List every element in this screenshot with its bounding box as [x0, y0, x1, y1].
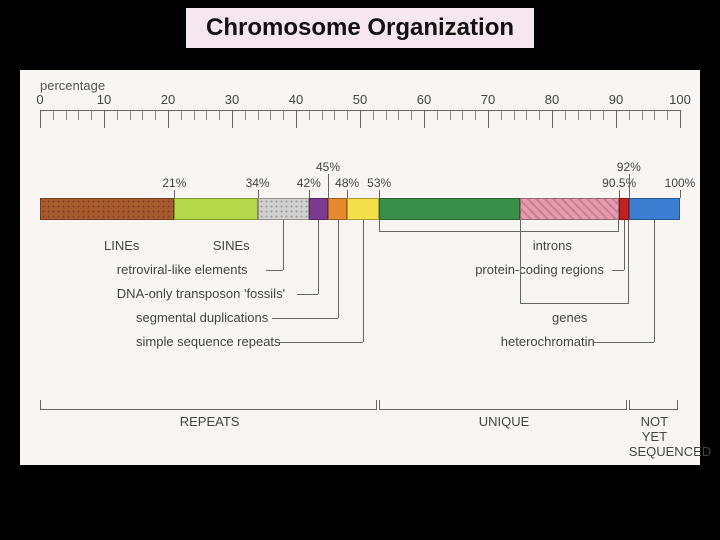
segment-protein-coding-regions — [619, 198, 629, 220]
major-tick — [360, 110, 361, 128]
tick-label: 100 — [669, 92, 691, 107]
major-tick — [680, 110, 681, 128]
pct-label: 48% — [335, 176, 359, 190]
tick-label: 30 — [225, 92, 239, 107]
major-tick — [168, 110, 169, 128]
anno-retroviral-like-elements: retroviral-like elements — [117, 262, 248, 277]
pct-label: 90.5% — [602, 176, 636, 190]
major-tick — [104, 110, 105, 128]
anno-lines: LINEs — [104, 238, 139, 253]
pct-label: 100% — [665, 176, 696, 190]
anno-segmental-duplications: segmental duplications — [136, 310, 268, 325]
page-title: Chromosome Organization — [186, 8, 534, 48]
anno-dna-only-transposon-fossils-: DNA-only transposon 'fossils' — [117, 286, 285, 301]
anno-sines: SINEs — [213, 238, 250, 253]
major-tick — [40, 110, 41, 128]
group-not-yet-sequenced: NOT YET SEQUENCED — [629, 414, 680, 459]
pct-label: 45% — [316, 160, 340, 174]
major-tick — [424, 110, 425, 128]
group-unique: UNIQUE — [379, 414, 629, 429]
pct-label: 53% — [367, 176, 391, 190]
pct-label: 42% — [297, 176, 321, 190]
tick-label: 80 — [545, 92, 559, 107]
segment-genes — [520, 198, 619, 220]
anno-heterochromatin: heterochromatin — [501, 334, 595, 349]
pct-label: 21% — [162, 176, 186, 190]
tick-label: 50 — [353, 92, 367, 107]
major-tick — [488, 110, 489, 128]
anno-simple-sequence-repeats: simple sequence repeats — [136, 334, 281, 349]
tick-label: 10 — [97, 92, 111, 107]
segment-lines — [40, 198, 174, 220]
major-tick — [616, 110, 617, 128]
segment-heterochromatin — [629, 198, 680, 220]
segment-segmental-duplications — [328, 198, 347, 220]
tick-label: 70 — [481, 92, 495, 107]
segment-simple-sequence-repeats — [347, 198, 379, 220]
axis-ticks: 0102030405060708090100 — [40, 110, 680, 140]
axis-label: percentage — [40, 78, 105, 93]
major-tick — [296, 110, 297, 128]
segment-bar — [40, 198, 680, 220]
chromosome-figure: percentage 0102030405060708090100 21%34%… — [20, 70, 700, 465]
major-tick — [232, 110, 233, 128]
anno-genes: genes — [552, 310, 587, 325]
pct-label: 92% — [617, 160, 641, 174]
tick-label: 60 — [417, 92, 431, 107]
segment-dna-only-transposon-fossils- — [309, 198, 328, 220]
tick-label: 90 — [609, 92, 623, 107]
major-tick — [552, 110, 553, 128]
segment-sines — [174, 198, 257, 220]
tick-label: 0 — [36, 92, 43, 107]
tick-label: 20 — [161, 92, 175, 107]
segment-retroviral-like-elements — [258, 198, 309, 220]
tick-label: 40 — [289, 92, 303, 107]
pct-label: 34% — [246, 176, 270, 190]
group-repeats: REPEATS — [40, 414, 379, 429]
segment-introns — [379, 198, 520, 220]
